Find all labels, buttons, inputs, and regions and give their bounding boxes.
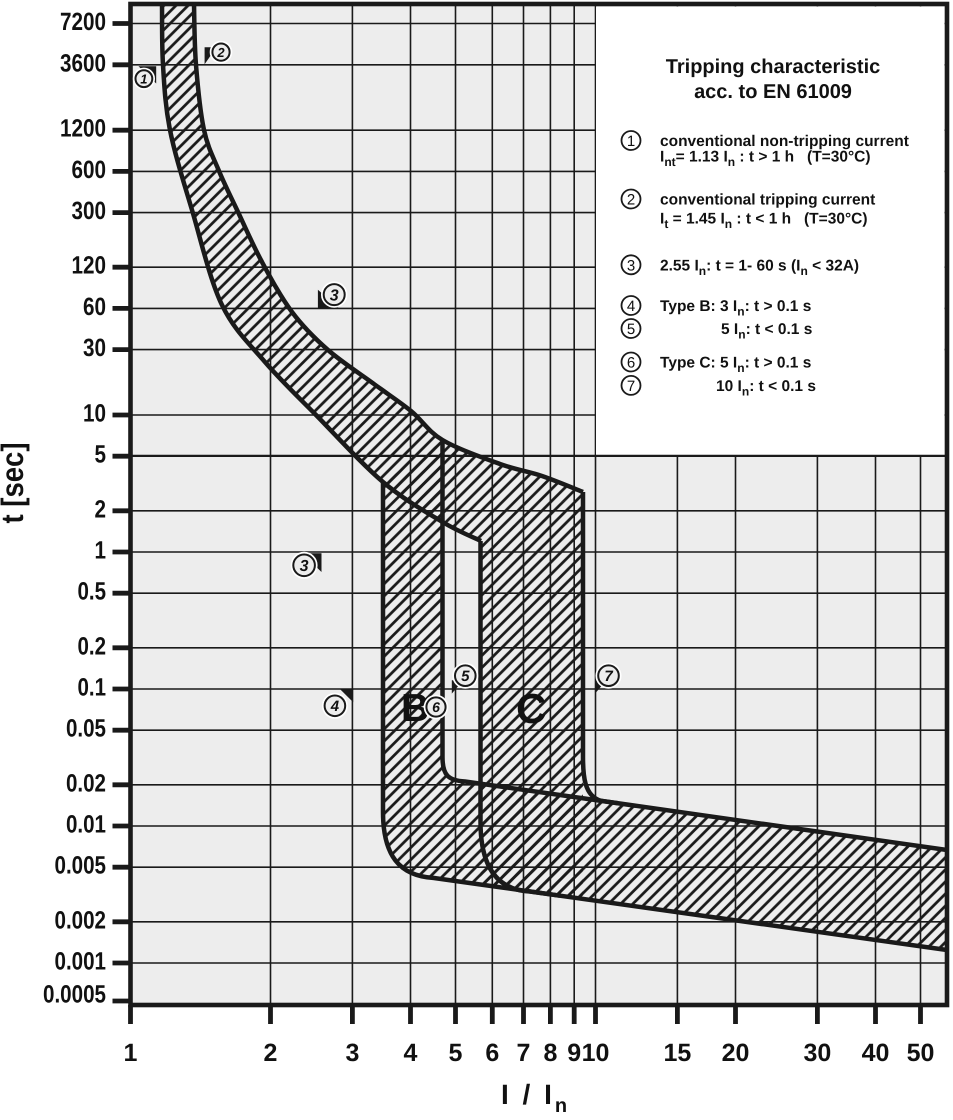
svg-text:30: 30 — [803, 1039, 831, 1067]
svg-text:300: 300 — [72, 197, 107, 225]
svg-text:0.5: 0.5 — [78, 578, 107, 606]
svg-text:C: C — [516, 685, 546, 732]
svg-text:120: 120 — [72, 252, 107, 280]
svg-text:10: 10 — [582, 1039, 610, 1067]
svg-text:Type C: 5 In: t > 0.1 s: Type C: 5 In: t > 0.1 s — [660, 355, 811, 376]
svg-text:6: 6 — [485, 1039, 499, 1067]
svg-text:30: 30 — [83, 334, 106, 362]
svg-text:2: 2 — [95, 495, 107, 523]
svg-text:0.2: 0.2 — [78, 632, 107, 660]
svg-text:5: 5 — [95, 441, 107, 469]
svg-text:acc. to EN 61009: acc. to EN 61009 — [694, 81, 852, 103]
svg-text:0.02: 0.02 — [66, 769, 106, 797]
svg-text:Type B: 3 In: t > 0.1 s: Type B: 3 In: t > 0.1 s — [660, 298, 811, 319]
svg-text:4: 4 — [330, 698, 340, 715]
svg-text:t [sec]: t [sec] — [0, 443, 30, 524]
svg-text:20: 20 — [722, 1039, 750, 1067]
svg-text:2.55 In: t = 1- 60 s (In < 32A: 2.55 In: t = 1- 60 s (In < 32A) — [660, 257, 859, 278]
svg-text:0.05: 0.05 — [66, 715, 106, 743]
svg-text:6: 6 — [432, 699, 440, 715]
svg-text:6: 6 — [627, 355, 635, 372]
svg-text:7: 7 — [627, 378, 635, 395]
svg-text:2: 2 — [627, 192, 635, 209]
svg-text:Tripping characteristic: Tripping characteristic — [666, 56, 881, 78]
svg-text:conventional non-tripping curr: conventional non-tripping current — [660, 133, 909, 150]
svg-text:600: 600 — [72, 156, 107, 184]
svg-text:0.0005: 0.0005 — [43, 981, 106, 1009]
svg-text:1: 1 — [95, 537, 107, 565]
svg-text:3: 3 — [300, 558, 309, 575]
svg-text:4: 4 — [627, 298, 635, 315]
svg-text:40: 40 — [862, 1039, 890, 1067]
svg-text:3: 3 — [330, 287, 339, 304]
svg-text:7: 7 — [517, 1039, 531, 1067]
svg-text:1: 1 — [627, 133, 635, 150]
svg-text:0.01: 0.01 — [66, 811, 106, 839]
svg-text:7: 7 — [604, 668, 613, 685]
svg-text:7200: 7200 — [60, 8, 106, 36]
svg-text:8: 8 — [543, 1039, 557, 1067]
svg-text:conventional tripping current: conventional tripping current — [660, 192, 875, 209]
svg-text:15: 15 — [663, 1039, 691, 1067]
svg-text:1: 1 — [140, 71, 147, 86]
svg-text:10: 10 — [83, 400, 106, 428]
svg-text:10 In: t < 0.1 s: 10 In: t < 0.1 s — [716, 378, 816, 399]
svg-text:5: 5 — [627, 321, 635, 338]
svg-text:60: 60 — [83, 293, 106, 321]
svg-text:9: 9 — [567, 1039, 581, 1067]
svg-text:0.002: 0.002 — [55, 906, 107, 934]
svg-text:1200: 1200 — [60, 115, 106, 143]
svg-text:4: 4 — [404, 1039, 418, 1067]
svg-text:It = 1.45 In : t < 1 h (T=30: It = 1.45 In : t < 1 h (T=30°C) — [660, 211, 868, 232]
svg-text:1: 1 — [124, 1039, 138, 1067]
svg-text:0.001: 0.001 — [55, 948, 107, 976]
svg-text:50: 50 — [907, 1039, 935, 1067]
svg-text:0.005: 0.005 — [55, 852, 107, 880]
svg-text:3600: 3600 — [60, 49, 106, 77]
svg-text:2: 2 — [264, 1039, 278, 1067]
svg-text:5: 5 — [461, 668, 470, 685]
svg-text:3: 3 — [345, 1039, 359, 1067]
svg-text:2: 2 — [216, 45, 225, 60]
svg-text:5 In: t < 0.1 s: 5 In: t < 0.1 s — [721, 321, 812, 342]
svg-text:3: 3 — [627, 257, 635, 274]
svg-text:0.1: 0.1 — [78, 674, 107, 702]
svg-text:5: 5 — [449, 1039, 463, 1067]
svg-text:Int= 1.13 In : t > 1 h (T=30: Int= 1.13 In : t > 1 h (T=30°C) — [660, 149, 871, 170]
